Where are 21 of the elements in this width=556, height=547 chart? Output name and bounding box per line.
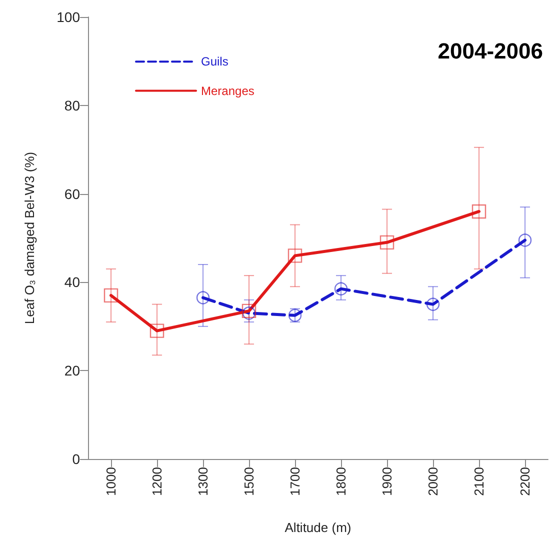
legend-label: Guils (201, 54, 228, 69)
x-tick-label: 1700 (288, 467, 302, 496)
y-tick-label: 80 (64, 97, 80, 114)
x-tick-label: 2000 (426, 467, 440, 496)
legend-label: Meranges (201, 84, 254, 98)
y-tick-label: 100 (56, 9, 80, 25)
x-axis-title: Altitude (m) (284, 520, 352, 535)
x-tick-label: 2200 (518, 467, 532, 496)
y-tick-label: 60 (64, 186, 80, 202)
x-tick-label: 2100 (472, 467, 486, 496)
y-tick-label: 40 (64, 274, 80, 290)
x-tick-label: 1800 (334, 467, 348, 496)
y-axis-title: Leaf O₃ damaged Bel-W3 (%) (22, 152, 37, 324)
x-tick-label: 1300 (196, 467, 210, 496)
x-tick-label: 1200 (150, 467, 164, 496)
text: 2004-2006 (438, 38, 544, 64)
y-tick-label: 0 (72, 451, 80, 467)
x-tick-label: 1500 (242, 467, 256, 496)
x-tick-label: 1000 (104, 467, 118, 496)
y-tick-label: 20 (64, 362, 80, 379)
x-tick-label: 1900 (380, 467, 394, 496)
